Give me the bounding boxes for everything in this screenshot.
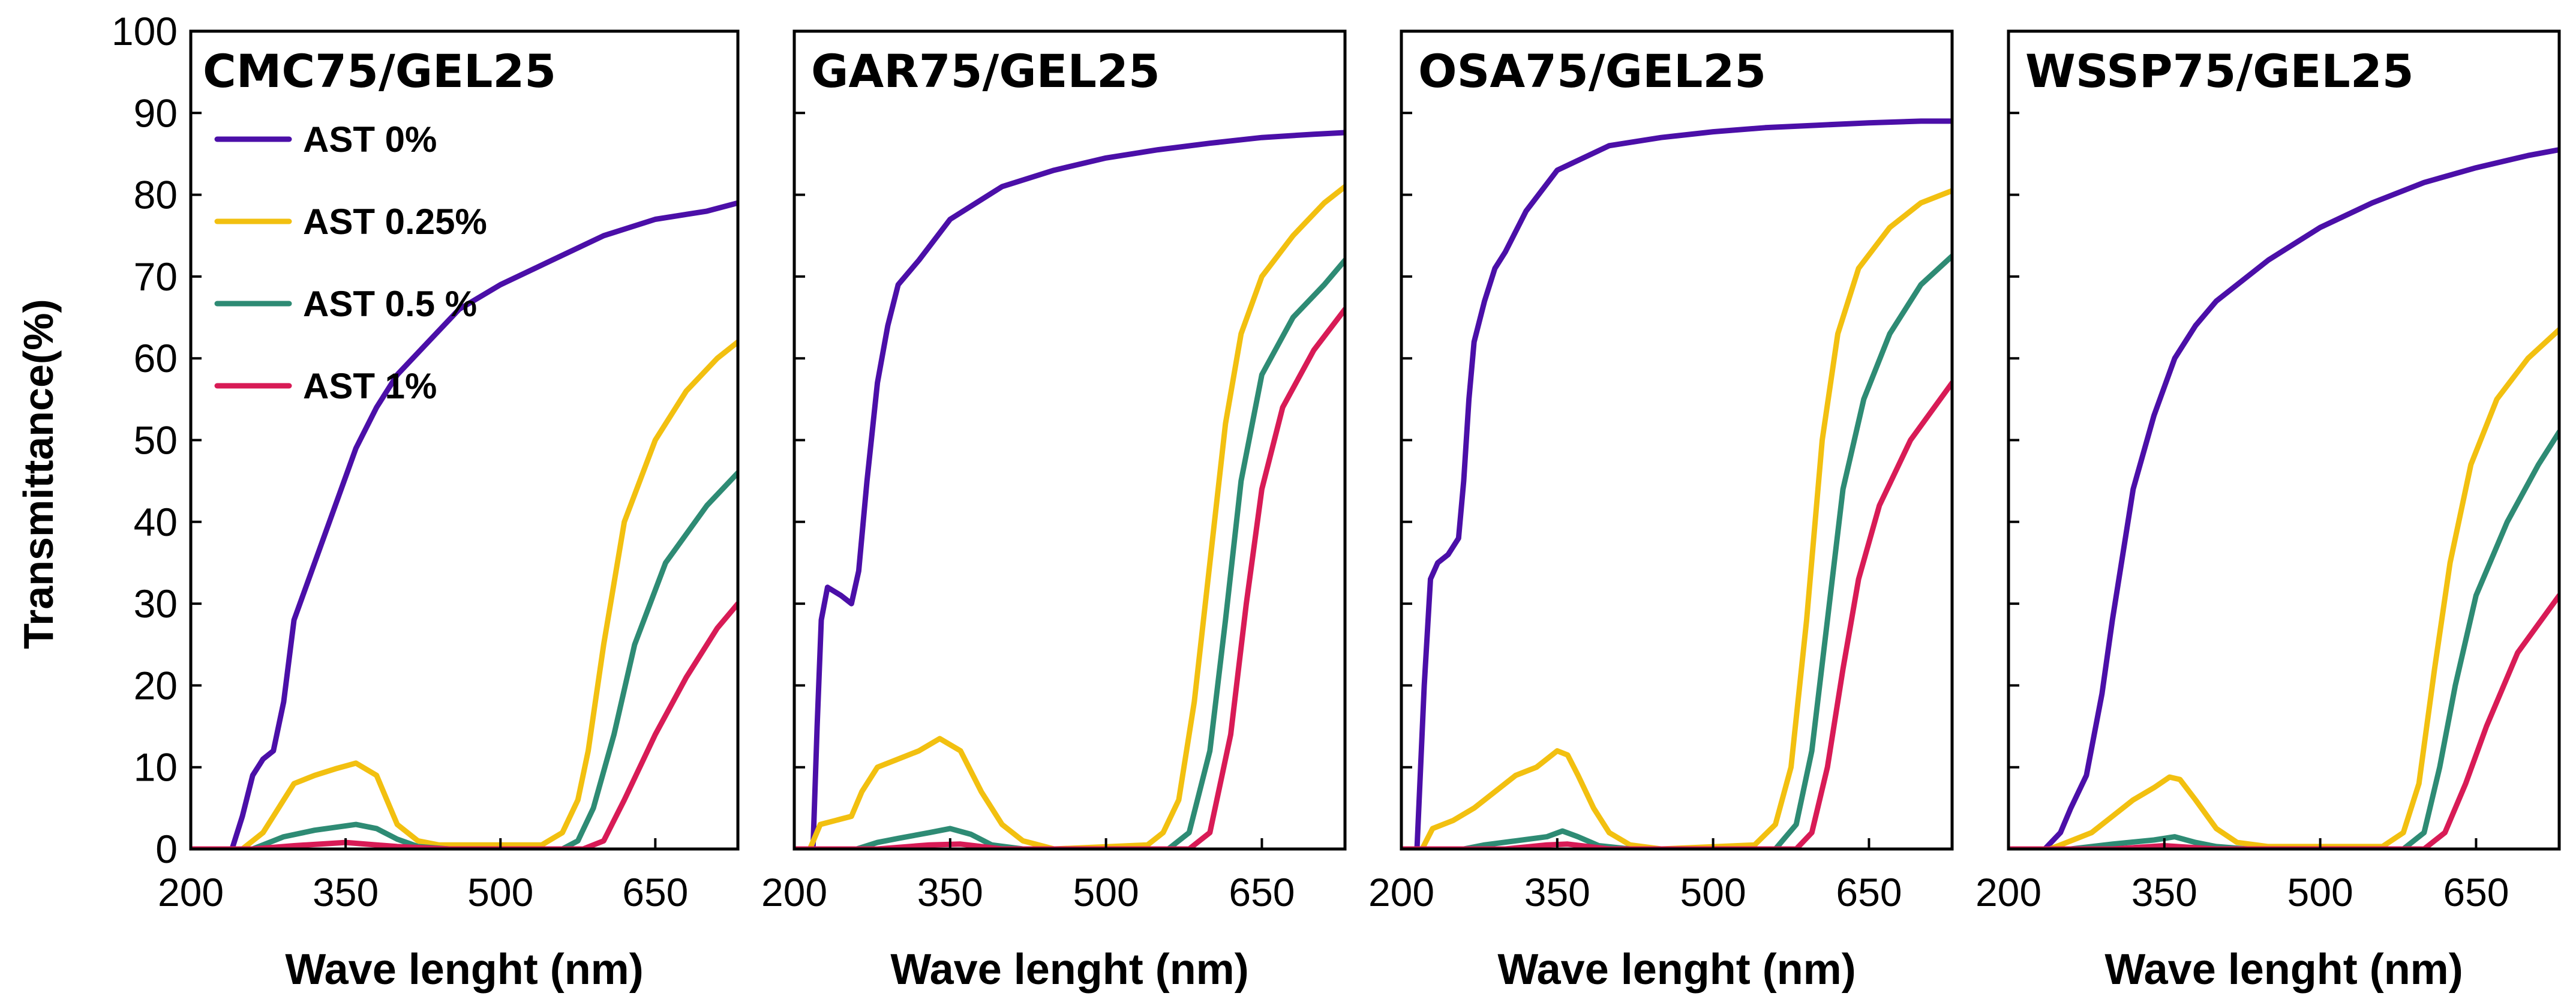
x-tick-label: 650 (1836, 870, 1902, 914)
panel-osa75-gel25: OSA75/GEL25 200 350 500 650 Wave lenght (nm… (1368, 29, 1954, 994)
x-tick-label: 500 (2287, 870, 2353, 914)
series-line-ast-1 (794, 306, 1345, 849)
y-tick-label: 0 (155, 827, 178, 871)
x-tick-label: 650 (1229, 870, 1295, 914)
series-line-ast-0-25 (2008, 327, 2559, 849)
series-line-ast-0-25 (794, 184, 1345, 849)
y-tick-label: 10 (134, 745, 178, 790)
x-tick-label: 200 (158, 870, 224, 914)
y-tick-label: 40 (134, 500, 178, 544)
legend-label-ast-1: AST 1% (303, 366, 437, 406)
x-tick-label: 350 (1524, 870, 1590, 914)
x-axis-label: Wave lenght (nm) (890, 946, 1248, 994)
y-tick-label: 20 (134, 663, 178, 707)
y-tick-label: 30 (134, 581, 178, 626)
x-tick-label: 200 (1975, 870, 2041, 914)
x-axis-label: Wave lenght (nm) (285, 946, 643, 994)
y-tick-label: 60 (134, 336, 178, 380)
x-tick-label: 200 (761, 870, 827, 914)
series-line-ast-0-25 (1401, 188, 1952, 849)
panel-gar75-gel25: GAR75/GEL25 200 350 500 650 Wave lenght (nm… (761, 29, 1347, 994)
panel-title: WSSP75/GEL25 (2025, 44, 2414, 98)
series-line-ast-0-5 (794, 257, 1345, 849)
x-tick-label: 500 (467, 870, 533, 914)
panel-title: OSA75/GEL25 (1418, 44, 1766, 98)
x-tick-label: 350 (313, 870, 379, 914)
y-tick-label: 100 (112, 9, 178, 53)
y-axis-label: Transmittance(%) (15, 299, 62, 649)
legend-label-ast-0-5: AST 0.5 % (303, 284, 477, 324)
x-tick-label: 350 (2131, 870, 2197, 914)
x-tick-label: 500 (1073, 870, 1139, 914)
x-axis-label: Wave lenght (nm) (1497, 946, 1856, 994)
series-line-ast-0-5 (1401, 253, 1952, 849)
series-line-ast-0-25 (191, 339, 738, 849)
series-line-ast-0 (1401, 118, 1952, 849)
series-line-ast-0 (794, 130, 1345, 849)
y-tick-label: 90 (134, 91, 178, 135)
panel-cmc75-gel25: CMC75/GEL25 AST 0%AST 0.25%AST 0.5 %AST … (112, 9, 740, 994)
series-line-ast-1 (2008, 593, 2559, 849)
series-line-ast-0 (2008, 147, 2559, 849)
y-tick-label: 50 (134, 418, 178, 463)
x-tick-label: 350 (917, 870, 983, 914)
x-tick-label: 200 (1368, 870, 1434, 914)
panel-title: GAR75/GEL25 (811, 44, 1160, 98)
x-axis-label: Wave lenght (nm) (2104, 946, 2463, 994)
series-line-ast-0-5 (2008, 429, 2559, 849)
x-tick-label: 500 (1680, 870, 1746, 914)
series-line-ast-0 (191, 200, 738, 849)
legend: AST 0% AST 0.25% AST 0.5 % AST 1% (214, 119, 487, 406)
y-tick-label: 80 (134, 173, 178, 217)
y-tick-label: 70 (134, 254, 178, 299)
x-tick-label: 650 (2443, 870, 2509, 914)
series-line-ast-1 (191, 601, 738, 849)
panel-title: CMC75/GEL25 (203, 44, 556, 98)
legend-label-ast-0: AST 0% (303, 119, 437, 160)
legend-label-ast-0-25: AST 0.25% (303, 202, 487, 242)
series-line-ast-1 (1401, 380, 1952, 849)
x-tick-label: 650 (622, 870, 688, 914)
panel-wssp75-gel25: WSSP75/GEL25 200 350 500 650 Wave lenght (n… (1975, 29, 2561, 994)
